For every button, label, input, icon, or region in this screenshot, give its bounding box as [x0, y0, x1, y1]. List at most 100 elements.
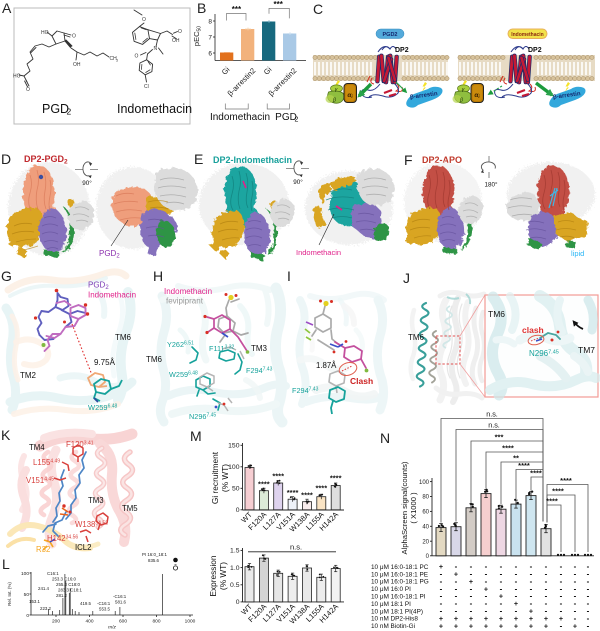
svg-text:20: 20	[422, 539, 429, 545]
svg-text:+: +	[484, 621, 488, 630]
svg-text:-: -	[587, 592, 590, 601]
svg-text:-: -	[455, 584, 458, 593]
svg-text:1.5: 1.5	[230, 548, 240, 555]
svg-text:-: -	[500, 570, 503, 579]
svg-text:-: -	[530, 577, 533, 586]
svg-text:-: -	[515, 584, 518, 593]
svg-text:****: ****	[518, 461, 530, 470]
svg-text:OH: OH	[73, 62, 81, 68]
svg-text:-: -	[470, 592, 473, 601]
svg-text:-: -	[485, 570, 488, 579]
svg-text:****: ****	[315, 484, 327, 493]
svg-text:DP2: DP2	[528, 47, 542, 54]
svg-text:100: 100	[21, 571, 29, 577]
svg-text:-: -	[455, 562, 458, 571]
svg-text:60: 60	[422, 510, 429, 516]
svg-text:600: 600	[119, 619, 127, 625]
svg-text:+: +	[454, 570, 458, 579]
svg-text:7: 7	[208, 35, 212, 42]
svg-text:PGD2: PGD2	[383, 32, 398, 38]
svg-text:n.s.: n.s.	[290, 543, 302, 552]
svg-text:TM6: TM6	[146, 355, 163, 364]
svg-text:-: -	[560, 570, 563, 579]
svg-text:TM3: TM3	[88, 496, 104, 505]
svg-text:10 nM Biotin-Gi: 10 nM Biotin-Gi	[371, 623, 415, 630]
svg-text:M: M	[190, 428, 202, 444]
svg-text:Rel. Int. (%): Rel. Int. (%)	[7, 582, 12, 606]
svg-text:+: +	[499, 621, 503, 630]
svg-text:W2596.48: W2596.48	[88, 403, 118, 412]
svg-text:O: O	[142, 17, 146, 23]
svg-text:****: ****	[546, 497, 558, 506]
svg-text:10 μM 16:0-18:1 PE: 10 μM 16:0-18:1 PE	[371, 571, 428, 578]
svg-text:90°: 90°	[293, 178, 303, 186]
svg-text:TM4: TM4	[29, 443, 45, 452]
svg-text:281.2: 281.2	[56, 593, 68, 598]
svg-text:+: +	[544, 614, 548, 623]
svg-text:-: -	[440, 584, 443, 593]
svg-text:-: -	[545, 577, 548, 586]
svg-text:-: -	[530, 570, 533, 579]
svg-text:50: 50	[232, 486, 240, 493]
svg-text:J: J	[403, 270, 410, 286]
svg-text:-: -	[545, 562, 548, 571]
svg-text:-: -	[560, 621, 563, 630]
svg-text:Indomethacin: Indomethacin	[164, 287, 212, 296]
svg-text:-: -	[470, 570, 473, 579]
svg-text:223.2: 223.2	[40, 606, 52, 611]
svg-text:Cl: Cl	[144, 84, 149, 90]
svg-text:****: ****	[258, 480, 270, 489]
svg-text:-: -	[574, 592, 577, 601]
svg-text:Y2626.51: Y2626.51	[167, 340, 194, 349]
svg-text:+: +	[439, 621, 443, 630]
svg-text:+: +	[499, 592, 503, 601]
svg-text:180°: 180°	[484, 181, 498, 189]
svg-text:-: -	[485, 599, 488, 608]
svg-text:-C16:1: -C16:1	[97, 601, 111, 606]
svg-text:DP2: DP2	[395, 47, 409, 54]
svg-text:8: 8	[208, 19, 212, 26]
svg-text:283.3 C18:1: 283.3 C18:1	[58, 588, 82, 593]
svg-text:-: -	[440, 592, 443, 601]
svg-text:2: 2	[67, 107, 72, 117]
svg-text:-: -	[587, 577, 590, 586]
svg-text:0: 0	[236, 599, 240, 606]
svg-text:****: ****	[502, 444, 514, 453]
svg-text:40: 40	[422, 525, 429, 531]
svg-text:PGD2: PGD2	[88, 281, 109, 292]
svg-text:+: +	[514, 599, 518, 608]
svg-text:***: ***	[274, 0, 284, 9]
svg-text:L1554.49: L1554.49	[33, 458, 60, 467]
svg-text:553.5: 553.5	[99, 607, 111, 612]
svg-text:-: -	[560, 562, 563, 571]
svg-text:TM6: TM6	[115, 333, 132, 342]
svg-text:+: +	[484, 584, 488, 593]
svg-text:+: +	[454, 621, 458, 630]
svg-text:F: F	[404, 152, 413, 168]
svg-text:m/z: m/z	[108, 625, 116, 631]
svg-text:10 μM 16:0-18:1 PG: 10 μM 16:0-18:1 PG	[371, 579, 429, 586]
svg-text:-: -	[515, 570, 518, 579]
svg-text:I: I	[287, 268, 291, 284]
svg-text:(% WT): (% WT)	[218, 562, 228, 590]
svg-text:-: -	[440, 599, 443, 608]
svg-text:835.6: 835.6	[148, 558, 160, 563]
svg-text:241.4: 241.4	[38, 586, 50, 591]
svg-text:581.6: 581.6	[115, 600, 127, 605]
svg-text:+: +	[469, 614, 473, 623]
svg-text:-: -	[455, 592, 458, 601]
svg-text:**: **	[513, 454, 519, 463]
svg-text:αi: αi	[347, 92, 353, 99]
svg-text:-C16:1: -C16:1	[113, 594, 127, 599]
svg-text:-: -	[545, 570, 548, 579]
svg-text:C16:1: C16:1	[47, 571, 59, 576]
svg-text:-: -	[560, 577, 563, 586]
svg-text:HO: HO	[13, 74, 21, 80]
svg-text:****: ****	[530, 469, 542, 478]
svg-text:-: -	[587, 614, 590, 623]
svg-text:-: -	[530, 599, 533, 608]
svg-text:-: -	[545, 584, 548, 593]
svg-text:clash: clash	[522, 325, 544, 335]
svg-text:-: -	[574, 614, 577, 623]
svg-text:β: β	[332, 98, 337, 104]
